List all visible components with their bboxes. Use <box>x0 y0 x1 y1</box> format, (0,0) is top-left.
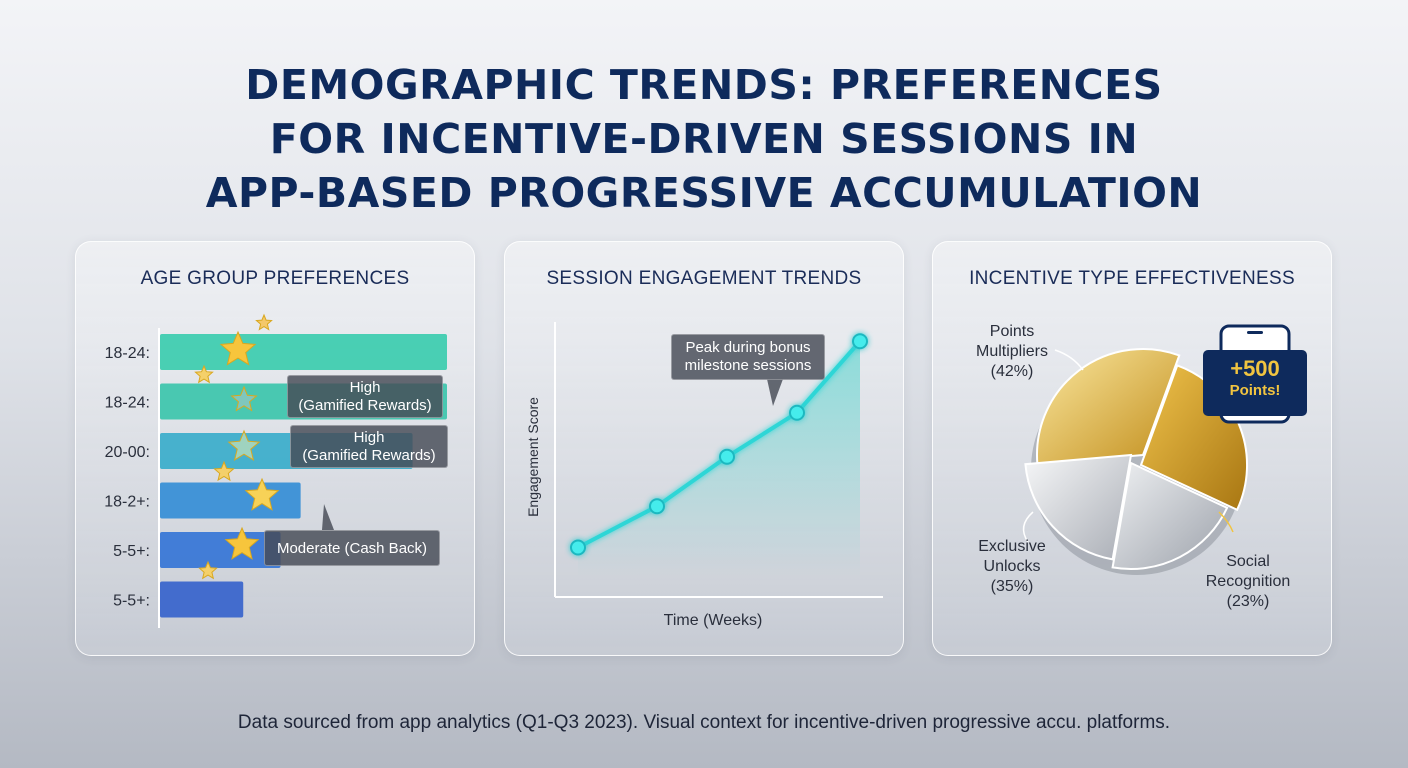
data-point-3 <box>719 448 735 465</box>
slice-label-line-2: Unlocks <box>983 558 1041 575</box>
incentive-effectiveness-panel: INCENTIVE TYPE EFFECTIVENESS Points Mult… <box>932 241 1332 656</box>
area-fill <box>578 341 860 577</box>
slice-gold-top <box>1036 348 1181 466</box>
category-label: 18-2+: <box>104 494 150 511</box>
slice-label-social-recognition: Social Recognition (23%) <box>1188 552 1308 612</box>
slice-percent: (23%) <box>1226 593 1270 610</box>
slice-label-line-1: Points <box>989 323 1035 340</box>
slice-label-line-1: Social <box>1226 553 1270 570</box>
data-point-2 <box>649 498 665 515</box>
callout-pointer <box>322 504 334 530</box>
bar-annotation-high-1: High (Gamified Rewards) <box>287 375 443 418</box>
annotation-line-1: High <box>349 379 381 396</box>
page-title: DEMOGRAPHIC TRENDS: PREFERENCES FOR INCE… <box>0 58 1408 220</box>
annotation-line-1: High <box>353 429 385 446</box>
bar-4 <box>160 482 301 519</box>
incentive-effectiveness-title: INCENTIVE TYPE EFFECTIVENESS <box>969 268 1295 289</box>
bar-1 <box>160 334 447 370</box>
age-group-panel: AGE GROUP PREFERENCES 18-24: 18-24: 20-00:… <box>75 241 475 656</box>
category-label: 5-5+: <box>113 593 150 610</box>
data-point-4 <box>789 404 805 421</box>
slice-points-multipliers <box>1024 453 1133 561</box>
annotation-line-2: (Gamified Rewards) <box>298 397 432 414</box>
slice-percent: (35%) <box>990 578 1034 595</box>
leader-line <box>1218 511 1234 533</box>
annotation-line-2: milestone sessions <box>684 357 812 374</box>
bar-annotation-moderate: Moderate (Cash Back) <box>264 530 440 566</box>
annotation-line-1: Peak during bonus <box>685 339 811 356</box>
star-icon <box>227 429 261 461</box>
title-line-3: APP-BASED PROGRESSIVE ACCUMULATION <box>205 169 1203 217</box>
data-point-5 <box>852 333 868 350</box>
callout-pointer <box>767 379 783 406</box>
annotation-line-2: (Gamified Rewards) <box>302 447 436 464</box>
bar-6 <box>160 581 244 618</box>
data-point-1 <box>570 539 586 556</box>
star-icon <box>255 313 273 331</box>
star-icon <box>219 330 257 366</box>
title-line-1: DEMOGRAPHIC TRENDS: PREFERENCES <box>245 61 1163 109</box>
slice-exclusive-unlocks <box>1111 461 1229 570</box>
data-source-note: Data sourced from app analytics (Q1-Q3 2… <box>237 712 1171 733</box>
incentive-pie-chart <box>1022 324 1291 575</box>
peak-annotation: Peak during bonus milestone sessions <box>671 334 825 380</box>
category-label: 20-00: <box>105 444 150 461</box>
bar-5 <box>160 532 281 568</box>
slice-label-exclusive-unlocks: Exclusive Unlocks (35%) <box>957 537 1067 597</box>
star-icon <box>224 526 260 560</box>
slice-label-line-2: Recognition <box>1205 573 1291 590</box>
leader-line <box>1022 511 1034 543</box>
star-icon <box>213 460 235 482</box>
star-icon <box>244 477 280 511</box>
leader-line <box>1054 349 1084 371</box>
points-badge: +500 Points! <box>1203 350 1307 416</box>
title-line-2: FOR INCENTIVE-DRIVEN SESSIONS IN <box>269 115 1139 163</box>
category-label: 18-24: <box>105 345 150 362</box>
session-engagement-chart: Time (Weeks) Engagement Score <box>525 322 883 629</box>
session-engagement-panel: SESSION ENGAGEMENT TRENDS Time (Weeks) En… <box>504 241 904 656</box>
slice-label-line-1: Exclusive <box>978 538 1046 555</box>
category-label: 18-24: <box>105 395 150 412</box>
bar-annotation-high-2: High (Gamified Rewards) <box>290 425 448 468</box>
badge-line-1: +500 <box>1230 356 1280 381</box>
star-icon <box>198 560 218 580</box>
phone-speaker <box>1247 331 1263 334</box>
badge-line-2: Points! <box>1229 382 1281 399</box>
star-icon <box>230 385 258 412</box>
slice-percent: (42%) <box>990 363 1034 380</box>
age-group-title: AGE GROUP PREFERENCES <box>140 268 410 289</box>
annotation-line-1: Moderate (Cash Back) <box>276 540 428 557</box>
y-axis-label: Engagement Score <box>525 397 541 517</box>
star-icon <box>194 364 214 384</box>
slice-label-line-2: Multipliers <box>975 343 1048 360</box>
category-label: 5-5+: <box>113 543 150 560</box>
slice-label-points-multipliers: Points Multipliers (42%) <box>957 322 1067 382</box>
session-engagement-title: SESSION ENGAGEMENT TRENDS <box>546 268 862 289</box>
x-axis-label: Time (Weeks) <box>664 612 763 629</box>
